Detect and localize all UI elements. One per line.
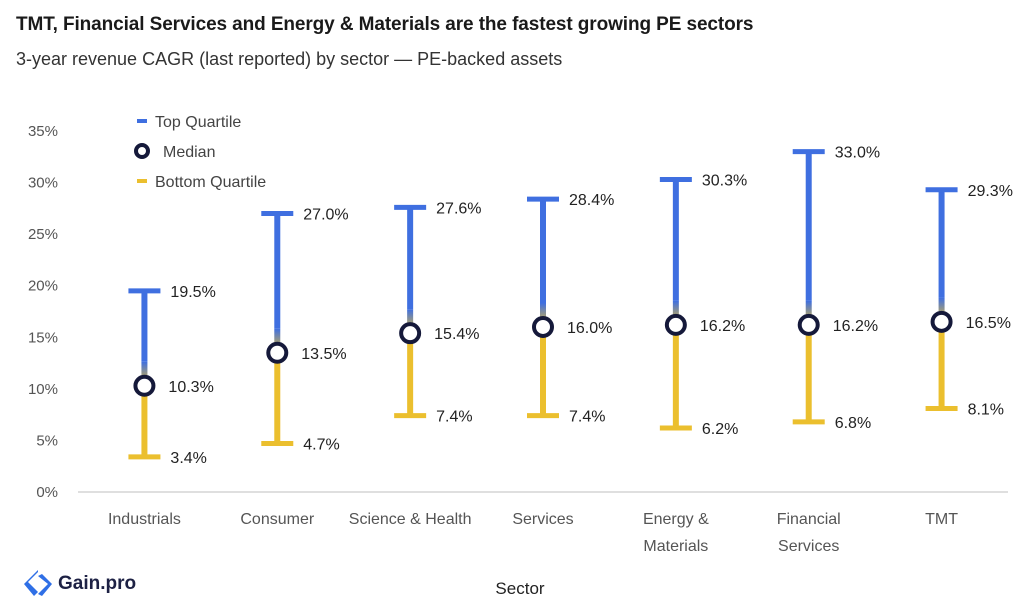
x-category-label: Energy &	[643, 511, 709, 528]
legend-median-label: Median	[163, 144, 215, 161]
bottom-quartile-label: 7.4%	[436, 409, 472, 426]
logo-text: Gain.pro	[58, 573, 137, 594]
y-tick-label: 15%	[28, 329, 58, 346]
y-tick-label: 35%	[28, 123, 58, 140]
chart-subtitle: 3-year revenue CAGR (last reported) by s…	[16, 49, 563, 69]
x-category-label: Services	[512, 511, 573, 528]
legend-bottom-quartile-label: Bottom Quartile	[155, 174, 266, 191]
quartile-blend-segment	[540, 302, 546, 327]
top-quartile-label: 30.3%	[702, 172, 747, 189]
y-tick-label: 5%	[36, 432, 58, 449]
median-marker	[930, 310, 953, 333]
x-category-label: Financial	[777, 511, 841, 528]
top-quartile-label: 28.4%	[569, 192, 614, 209]
median-label: 16.2%	[833, 318, 878, 335]
y-tick-label: 30%	[28, 175, 58, 192]
median-marker	[266, 341, 289, 364]
legend-median-swatch	[134, 143, 150, 159]
legend-top-quartile-label: Top Quartile	[155, 114, 241, 131]
top-quartile-label: 29.3%	[968, 183, 1013, 200]
bottom-quartile-label: 3.4%	[170, 450, 206, 467]
x-category-label: Science & Health	[349, 511, 472, 528]
x-category-label: Industrials	[108, 511, 181, 528]
x-category-label: Services	[778, 538, 839, 555]
bottom-quartile-label: 6.8%	[835, 415, 871, 432]
x-axis-title: Sector	[495, 579, 544, 598]
median-label: 16.5%	[966, 315, 1011, 332]
quartile-blend-segment	[805, 300, 812, 325]
quartile-blend-segment	[672, 300, 679, 325]
median-marker	[133, 374, 156, 397]
median-label: 10.3%	[168, 379, 213, 396]
y-tick-label: 10%	[28, 381, 58, 398]
bottom-quartile-label: 8.1%	[968, 401, 1004, 418]
gain-pro-logo-icon	[24, 570, 52, 596]
x-category-label: Materials	[643, 538, 708, 555]
median-marker	[532, 315, 554, 338]
median-marker	[664, 313, 687, 336]
quartile-blend-segment	[407, 309, 414, 334]
y-tick-label: 0%	[36, 484, 58, 501]
median-marker	[399, 322, 422, 345]
top-quartile-label: 19.5%	[170, 284, 215, 301]
y-tick-label: 20%	[28, 278, 58, 295]
median-label: 16.2%	[700, 318, 745, 335]
top-quartile-label: 33.0%	[835, 145, 880, 162]
x-category-label: Consumer	[240, 511, 314, 528]
median-label: 13.5%	[301, 346, 346, 363]
top-quartile-label: 27.6%	[436, 200, 481, 217]
median-label: 15.4%	[434, 326, 479, 343]
median-label: 16.0%	[567, 320, 612, 337]
median-marker	[797, 313, 820, 336]
top-quartile-label: 27.0%	[303, 207, 348, 224]
bottom-quartile-label: 4.7%	[303, 437, 339, 454]
bottom-quartile-label: 7.4%	[569, 409, 605, 426]
y-tick-label: 25%	[28, 226, 58, 243]
brand-logo: Gain.pro	[24, 570, 136, 598]
chart-title: TMT, Financial Services and Energy & Mat…	[16, 14, 754, 35]
quartile-blend-segment	[141, 361, 148, 386]
quartile-blend-segment	[274, 328, 281, 353]
bottom-quartile-label: 6.2%	[702, 421, 738, 438]
quartile-blend-segment	[938, 297, 945, 322]
x-category-label: TMT	[925, 511, 958, 528]
